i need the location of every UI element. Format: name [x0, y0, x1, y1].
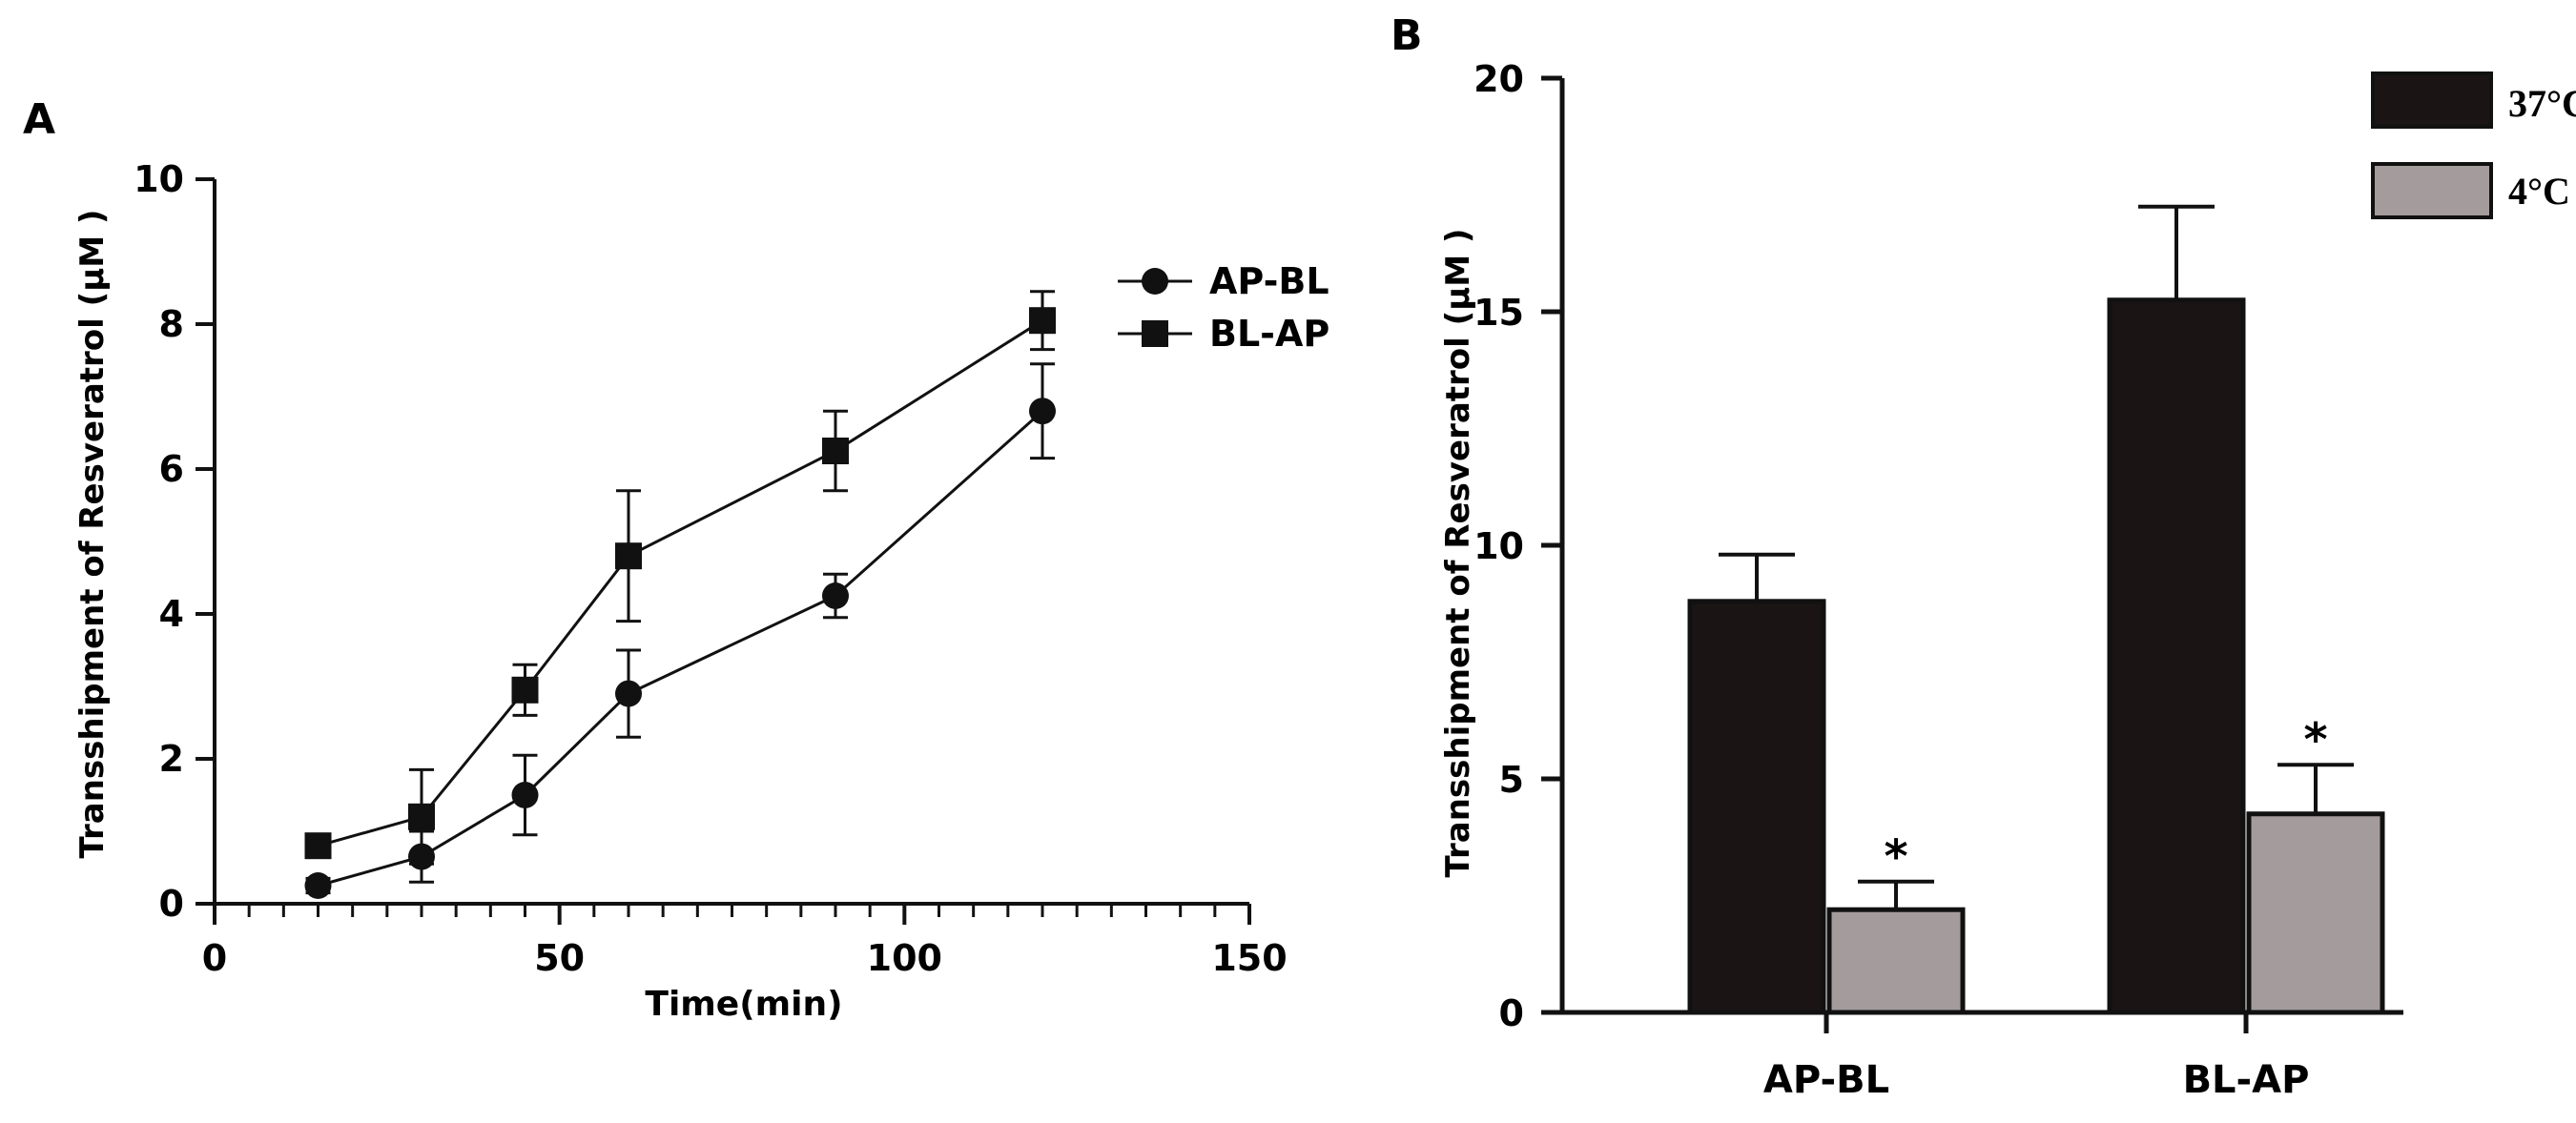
- y-tick-label: 0: [159, 883, 184, 925]
- x-tick-label: BL-AP: [2183, 1058, 2310, 1102]
- x-tick-label: 50: [534, 937, 585, 979]
- y-tick-label: 20: [1473, 58, 1524, 100]
- bar-chart-y-axis-label: Transshipment of Resveratrol (μM ): [1439, 229, 1477, 878]
- bar-bl-ap-4c: [2246, 811, 2385, 1015]
- legend-marker-ap-bl: [1142, 268, 1168, 295]
- data-point-bl-ap: [511, 676, 539, 704]
- y-tick-label: 15: [1473, 292, 1524, 334]
- y-tick-label: 10: [1473, 525, 1524, 567]
- series-line-bl-ap: [318, 318, 1043, 847]
- bar-ap-bl-37c: [1687, 599, 1826, 1015]
- legend-label-4c: 4°C: [2508, 170, 2570, 213]
- significance-asterisk: *: [2303, 713, 2327, 766]
- legend-label-ap-bl: AP-BL: [1209, 260, 1329, 302]
- y-tick-label: 5: [1499, 759, 1524, 801]
- x-tick-label: 0: [202, 937, 227, 979]
- significance-asterisk: *: [1884, 830, 1907, 884]
- data-point-ap-bl: [822, 582, 849, 609]
- y-tick-label: 4: [159, 593, 184, 635]
- legend-label-37c: 37°C: [2508, 82, 2576, 125]
- data-point-bl-ap: [615, 542, 642, 570]
- series-line-ap-bl: [318, 410, 1043, 888]
- data-point-ap-bl: [615, 680, 642, 707]
- bar-chart-bars: **: [1687, 204, 2385, 1015]
- data-point-ap-bl: [304, 872, 332, 899]
- y-tick-label: 10: [134, 158, 184, 200]
- line-chart-series: [304, 290, 1056, 899]
- panel-b-label: B: [1391, 11, 1423, 60]
- line-chart-y-axis-label: Transshipment of Resveratrol (μM ): [73, 210, 112, 859]
- y-tick-label: 8: [159, 303, 184, 345]
- legend-marker-bl-ap: [1142, 320, 1168, 347]
- line-chart-x-axis-label: Time(min): [645, 985, 842, 1024]
- data-point-bl-ap: [1029, 307, 1056, 335]
- legend-label-bl-ap: BL-AP: [1209, 313, 1329, 355]
- data-point-bl-ap: [408, 803, 435, 830]
- panel-a-label: A: [23, 95, 55, 144]
- legend-swatch-37c: [2371, 71, 2493, 129]
- data-point-ap-bl: [511, 782, 539, 808]
- x-tick-label: 100: [867, 937, 942, 979]
- y-tick-label: 0: [1499, 992, 1524, 1034]
- bar-chart-legend: 37°C 4°C: [2371, 71, 2576, 219]
- x-tick-label: AP-BL: [1763, 1058, 1889, 1102]
- x-tick-label: 150: [1211, 937, 1287, 979]
- y-tick-label: 6: [159, 448, 184, 490]
- bar-ap-bl-4c: [1826, 907, 1966, 1015]
- data-point-bl-ap: [304, 832, 332, 860]
- legend-swatch-4c: [2371, 162, 2493, 219]
- y-tick-label: 2: [159, 738, 184, 780]
- data-point-ap-bl: [1029, 398, 1056, 425]
- line-chart-legend: AP-BL BL-AP: [1118, 260, 1329, 355]
- bar-bl-ap-37c: [2107, 297, 2246, 1015]
- data-point-bl-ap: [822, 438, 849, 464]
